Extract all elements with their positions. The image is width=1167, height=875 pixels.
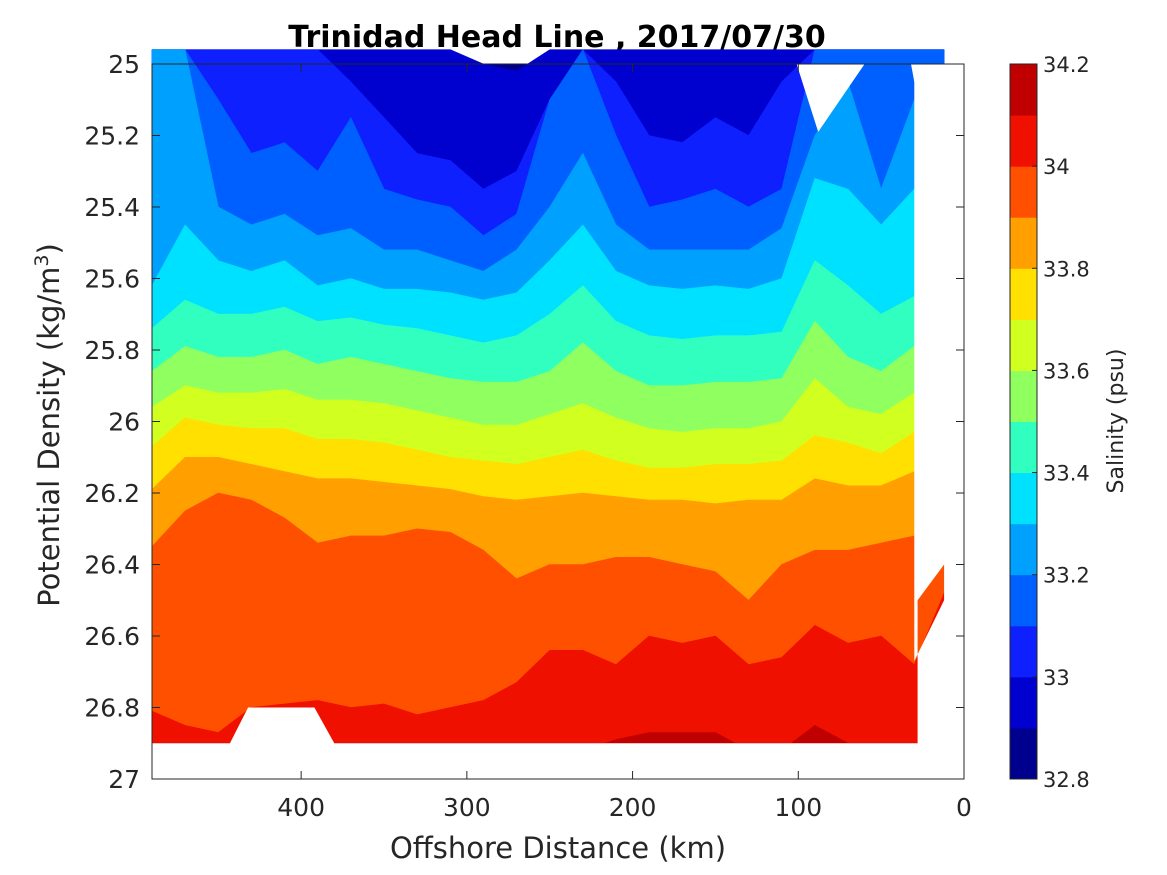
colorbar-band — [1010, 115, 1037, 167]
colorbar-band — [1010, 217, 1037, 269]
y-tick-label: 27 — [108, 765, 140, 794]
colorbar: 34.2 34 33.8 33.6 33.4 33.2 33 32.8 Salinity (p… — [1009, 53, 1129, 792]
colorbar-band — [1010, 166, 1037, 218]
y-tick-label: 25.8 — [84, 336, 140, 365]
x-axis-ticks: 400 300 200 100 0 — [277, 64, 972, 822]
y-tick-label: 25.2 — [84, 122, 140, 151]
y-tick-label: 25 — [108, 50, 140, 79]
y-tick-label: 26.6 — [84, 622, 140, 651]
colorbar-band — [1010, 625, 1037, 678]
y-tick-label: 26.8 — [84, 694, 140, 723]
colorbar-ticks: 34.2 34 33.8 33.6 33.4 33.2 33 32.8 — [1032, 53, 1090, 792]
colorbar-tick-label: 33.4 — [1043, 462, 1090, 486]
no-data-areas — [152, 64, 964, 779]
colorbar-band — [1010, 370, 1037, 422]
contour-band-34 — [151, 592, 945, 744]
no-data-notch — [796, 64, 865, 132]
colorbar-label: Salinity (psu) — [1104, 349, 1129, 494]
colorbar-band — [1010, 268, 1037, 320]
y-axis-label-superscript: 3 — [31, 254, 53, 266]
salinity-contours — [151, 49, 945, 751]
x-axis-label: Offshore Distance (km) — [390, 831, 726, 865]
colorbar-band — [1010, 319, 1037, 371]
colorbar-band — [1010, 421, 1037, 474]
plot-area: 400 300 200 100 0 25 25.2 25.4 25.6 25.8 26 26.2 26… — [84, 49, 972, 822]
colorbar-tick-label: 33.6 — [1043, 359, 1090, 383]
x-tick-label: 100 — [774, 793, 822, 822]
colorbar-bands — [1010, 64, 1037, 780]
y-tick-label: 26.4 — [84, 551, 140, 580]
colorbar-tick-label: 34 — [1043, 155, 1070, 179]
x-tick-label: 300 — [443, 793, 491, 822]
x-tick-label: 400 — [277, 793, 325, 822]
colorbar-band — [1010, 574, 1037, 627]
y-tick-label: 25.4 — [84, 193, 140, 222]
colorbar-tick-label: 33.8 — [1043, 257, 1090, 281]
colorbar-tick-label: 33.2 — [1043, 564, 1090, 588]
colorbar-band — [1010, 64, 1037, 116]
y-axis-ticks: 25 25.2 25.4 25.6 25.8 26 26.2 26.4 26.6 26.8 27 — [84, 50, 964, 794]
y-tick-label: 25.6 — [84, 265, 140, 294]
chart-title: Trinidad Head Line , 2017/07/30 — [288, 20, 825, 55]
y-tick-label: 26.2 — [84, 479, 140, 508]
x-tick-label: 0 — [956, 793, 972, 822]
colorbar-tick-label: 32.8 — [1043, 768, 1090, 792]
y-axis-label: Potential Density (kg/m3) — [31, 243, 66, 607]
colorbar-tick-label: 33 — [1043, 666, 1070, 690]
colorbar-band — [1010, 676, 1037, 729]
colorbar-band — [1010, 727, 1037, 780]
colorbar-band — [1010, 523, 1037, 576]
x-tick-label: 200 — [609, 793, 657, 822]
colorbar-frame — [1009, 63, 1038, 780]
no-data-notch — [911, 64, 945, 207]
colorbar-tick-label: 34.2 — [1043, 53, 1090, 77]
colorbar-band — [1010, 472, 1037, 525]
y-tick-label: 26 — [108, 408, 140, 437]
